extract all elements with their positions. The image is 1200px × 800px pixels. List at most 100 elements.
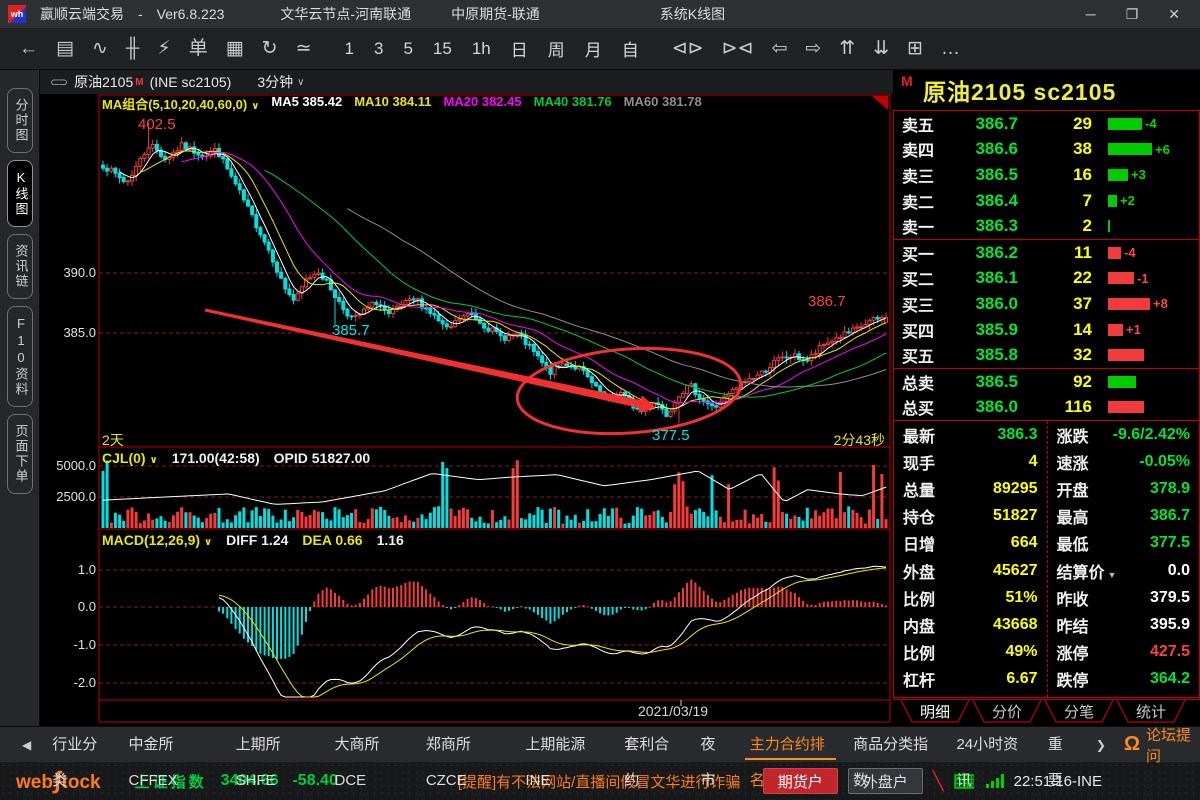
stat-value: 379.5 [1149,588,1190,606]
link-icon[interactable]: ⊂⊃ [50,75,68,89]
ask-row[interactable]: 卖三 386.5 16 +3 [894,162,1199,188]
period-button-1[interactable]: 1 [344,38,354,58]
timeline-icon[interactable]: ∿ [91,37,108,59]
save-icon[interactable]: ▦ [225,37,244,59]
ask-row[interactable]: 卖一 386.3 2 [894,213,1199,239]
svg-text:分价: 分价 [992,704,1022,721]
refresh-icon[interactable]: ↻ [261,37,278,59]
depth-bar [1108,220,1110,233]
tabs-scroll-left-icon[interactable]: ◀ [22,737,32,752]
bid-row[interactable]: 买二 386.1 22 -1 [894,266,1199,292]
scroll-up-icon[interactable]: ⇈ [839,37,856,59]
period-button-3[interactable]: 3 [373,38,384,58]
maximize-button[interactable]: ❐ [1125,5,1139,22]
report-icon[interactable]: ▤ [56,37,74,59]
ask-row[interactable]: 卖二 386.4 7 +2 [894,188,1199,214]
period-button-5[interactable]: 5 [403,38,413,58]
kline-chart-area[interactable]: MA组合(5,10,20,40,60,0) ∨ MA5 385.42 MA10 38… [40,94,893,726]
ask-row[interactable]: 总卖 386.5 92 [894,369,1199,395]
depth-qty: 38 [1073,139,1092,159]
scroll-down-icon[interactable]: ⇊ [873,37,890,59]
period-button-日[interactable]: 日 [510,41,528,60]
sidebar-tab-分时图[interactable]: 分时图 [6,88,33,153]
sidebar-tab-页面下单[interactable]: 页面下单 [6,414,33,494]
layout-icon[interactable]: ⊞ [907,37,924,59]
period-selector[interactable]: 3分钟 [257,74,294,90]
order-ticket-icon[interactable]: 单 [188,37,208,59]
ask-row[interactable]: 卖四 386.6 38 +6 [894,137,1199,163]
period-button-月[interactable]: 月 [584,41,602,60]
minimize-button[interactable]: ─ [1085,6,1096,22]
more-icon[interactable]: … [941,37,961,59]
bid-row[interactable]: 买三 386.0 37 +8 [894,291,1199,317]
page-left-icon[interactable]: ⇦ [771,37,788,59]
market-tab-商品分类指数[interactable]: 商品分类指数 [853,735,929,789]
depth-bar [1108,401,1144,414]
macd-dea: DEA 0.66 [302,532,363,548]
market-tab-上期能源INE[interactable]: 上期能源INE [525,735,586,789]
quote-title: 原油2105 sc2105 [923,79,1117,105]
market-tab-主力合约排名[interactable]: 主力合约排名 [739,727,842,789]
triangle-down-icon[interactable]: ▼ [1107,569,1117,580]
market-tab-夜市[interactable]: 夜市 [700,735,716,789]
stat-row: 最低 377.5 [1048,530,1200,557]
bid-row[interactable]: 总买 386.0 116 [894,395,1199,421]
market-tab-套利合约[interactable]: 套利合约 [624,735,670,789]
period-button-周[interactable]: 周 [547,41,565,60]
tabs-scroll-right-icon[interactable]: ❯ [1095,737,1106,752]
zoom-out-icon[interactable]: ⊲⊳ [671,37,704,59]
stats-box: 最新 386.3 现手 4 总量 89295 持仓 51827 日增 664 外盘 45627 比例 51… [893,421,1200,698]
kline-icon[interactable]: ╫ [125,37,140,59]
broker-name: 中原期货-联通 [451,6,540,22]
close-button[interactable]: ✕ [1168,5,1180,22]
stat-label: 涨跌 [1056,428,1089,446]
market-tab-行业分类[interactable]: 行业分类 [52,735,98,789]
stat-value: 4 [1028,452,1038,470]
signal-strength-icon [985,774,1004,788]
forum-link[interactable]: Ω 论坛提问 [1124,724,1200,766]
depth-level-label: 总买 [902,401,935,419]
market-tab-重要[interactable]: 重要 [1047,735,1063,789]
period-button-自[interactable]: 自 [621,41,639,60]
back-icon[interactable]: ← [19,37,38,59]
depth-price: 386.3 [975,216,1018,236]
scam-warning-notice: [提醒]有不法网站/直播间假冒文华进行诈骗 [457,773,741,791]
kline-chart-svg[interactable] [40,94,893,726]
depth-delta: +8 [1153,296,1168,312]
stat-label: 最新 [903,428,936,446]
stat-value: 427.5 [1149,643,1190,661]
depth-level-label: 买二 [902,272,935,290]
chevron-down-icon[interactable]: ∨ [297,76,305,88]
left-sidebar: 分时图 K线图资讯链 F10资料页面下单 [0,70,40,726]
bid-row[interactable]: 买四 385.9 14 +1 [894,317,1199,343]
stat-value: 51% [1005,588,1038,606]
bid-row[interactable]: 买五 385.8 32 [894,342,1199,368]
depth-bar-wrap: -4 [1108,245,1191,260]
app-version: Ver6.8.223 [156,6,225,22]
futures-account-button[interactable]: 期货户 [762,768,838,794]
zoom-in-icon[interactable]: ⊳⊲ [721,37,754,59]
quote-tab-strip[interactable]: 明细 分价 分笔 统计 [893,698,1200,726]
period-button-15[interactable]: 15 [432,38,452,58]
stat-value: 49% [1005,643,1038,661]
ask-row[interactable]: 卖五 386.7 29 -4 [894,111,1199,137]
depth-price: 386.4 [975,190,1018,210]
market-tab-上期所SHFE[interactable]: 上期所SHFE [235,735,281,789]
macd-title[interactable]: MACD(12,26,9) ∨ [102,532,213,548]
page-right-icon[interactable]: ⇨ [805,37,822,59]
sidebar-tab-F10资料[interactable]: F10资料 [6,306,33,407]
draw-line-icon[interactable]: ≃ [295,37,312,59]
totals-box: 总卖 386.5 92 总买 386.0 116 [893,368,1200,422]
market-tab-郑商所CZCE[interactable]: 郑商所CZCE [425,735,471,789]
market-tab-中金所CFFEX[interactable]: 中金所CFFEX [128,735,178,789]
sidebar-tab-资讯链[interactable]: 资讯链 [6,234,33,299]
ma-title[interactable]: MA组合(5,10,20,40,60,0) ∨ [102,97,260,112]
bid-row[interactable]: 买一 386.2 11 -4 [894,240,1199,266]
market-tab-大商所DCE[interactable]: 大商所DCE [334,735,380,789]
flash-order-icon[interactable]: ⚡ [157,37,171,59]
foreign-account-button[interactable]: 外盘户 [847,768,923,794]
sidebar-tab-K线图[interactable]: K线图 [6,160,33,227]
market-tab-24小时资讯[interactable]: 24小时资讯 [956,735,1019,789]
period-button-1h[interactable]: 1h [471,38,491,58]
cjl-title[interactable]: CJL(0) ∨ [102,450,158,466]
